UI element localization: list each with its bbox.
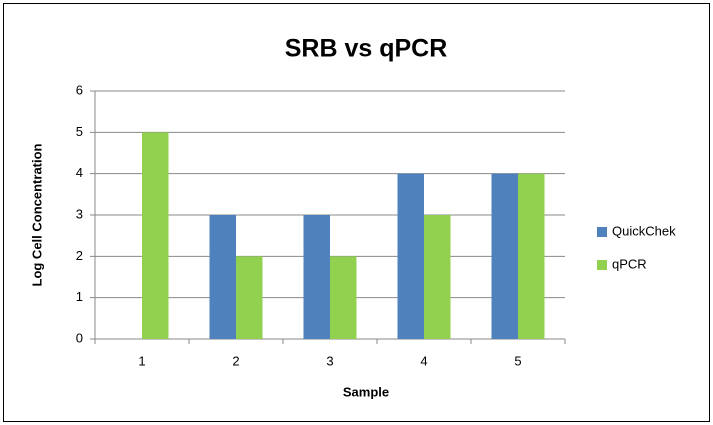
bar (330, 256, 357, 339)
y-tick-label: 0 (76, 330, 83, 345)
x-tick-label: 5 (514, 353, 521, 368)
x-tick-label: 2 (232, 353, 239, 368)
bar (518, 173, 545, 339)
y-tick-label: 6 (76, 82, 83, 97)
y-tick-label: 1 (76, 289, 83, 304)
bar (397, 173, 424, 339)
bar (303, 215, 330, 339)
chart-border (3, 3, 710, 422)
x-tick-label: 3 (326, 353, 333, 368)
chart-title: SRB vs qPCR (285, 35, 448, 63)
legend-swatch (597, 260, 607, 270)
x-axis-label: Sample (343, 384, 389, 399)
x-tick-label: 1 (138, 353, 145, 368)
bar (236, 256, 263, 339)
y-axis-label: Log Cell Concentration (29, 143, 44, 286)
legend-label: QuickChek (612, 223, 676, 238)
y-tick-label: 2 (76, 248, 83, 263)
y-tick-label: 5 (76, 124, 83, 139)
y-tick-label: 4 (76, 165, 83, 180)
bar (424, 215, 451, 339)
x-tick-label: 4 (420, 353, 427, 368)
legend-label: qPCR (612, 256, 647, 271)
bar (142, 132, 169, 339)
y-tick-label: 3 (76, 206, 83, 221)
legend-swatch (597, 227, 607, 237)
bar (209, 215, 236, 339)
bar (491, 173, 518, 339)
